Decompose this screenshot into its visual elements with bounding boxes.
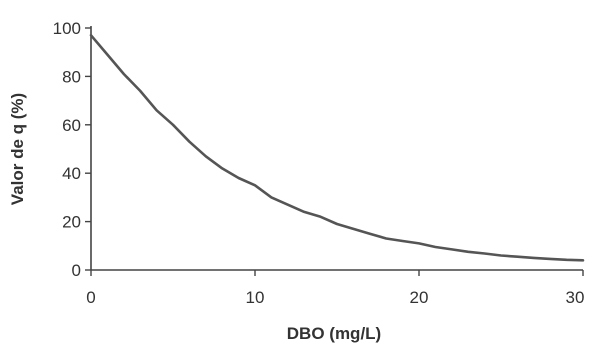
y-tick-label: 20 xyxy=(62,213,81,232)
x-tick-label: 20 xyxy=(410,288,429,307)
x-axis-ticks: 0 10 20 30 xyxy=(86,270,584,307)
y-axis-ticks: 0 20 40 60 80 100 xyxy=(53,19,91,280)
x-tick-label: 0 xyxy=(86,288,95,307)
x-tick-label: 10 xyxy=(246,288,265,307)
y-tick-label: 80 xyxy=(62,67,81,86)
x-axis-title: DBO (mg/L) xyxy=(287,324,381,343)
y-axis-title: Valor de q (%) xyxy=(8,93,27,205)
y-tick-label: 60 xyxy=(62,116,81,135)
y-tick-label: 40 xyxy=(62,164,81,183)
y-tick-label: 100 xyxy=(53,19,81,38)
series-line xyxy=(89,34,585,262)
y-tick-label: 0 xyxy=(72,261,81,280)
x-tick-label: 30 xyxy=(566,288,585,307)
